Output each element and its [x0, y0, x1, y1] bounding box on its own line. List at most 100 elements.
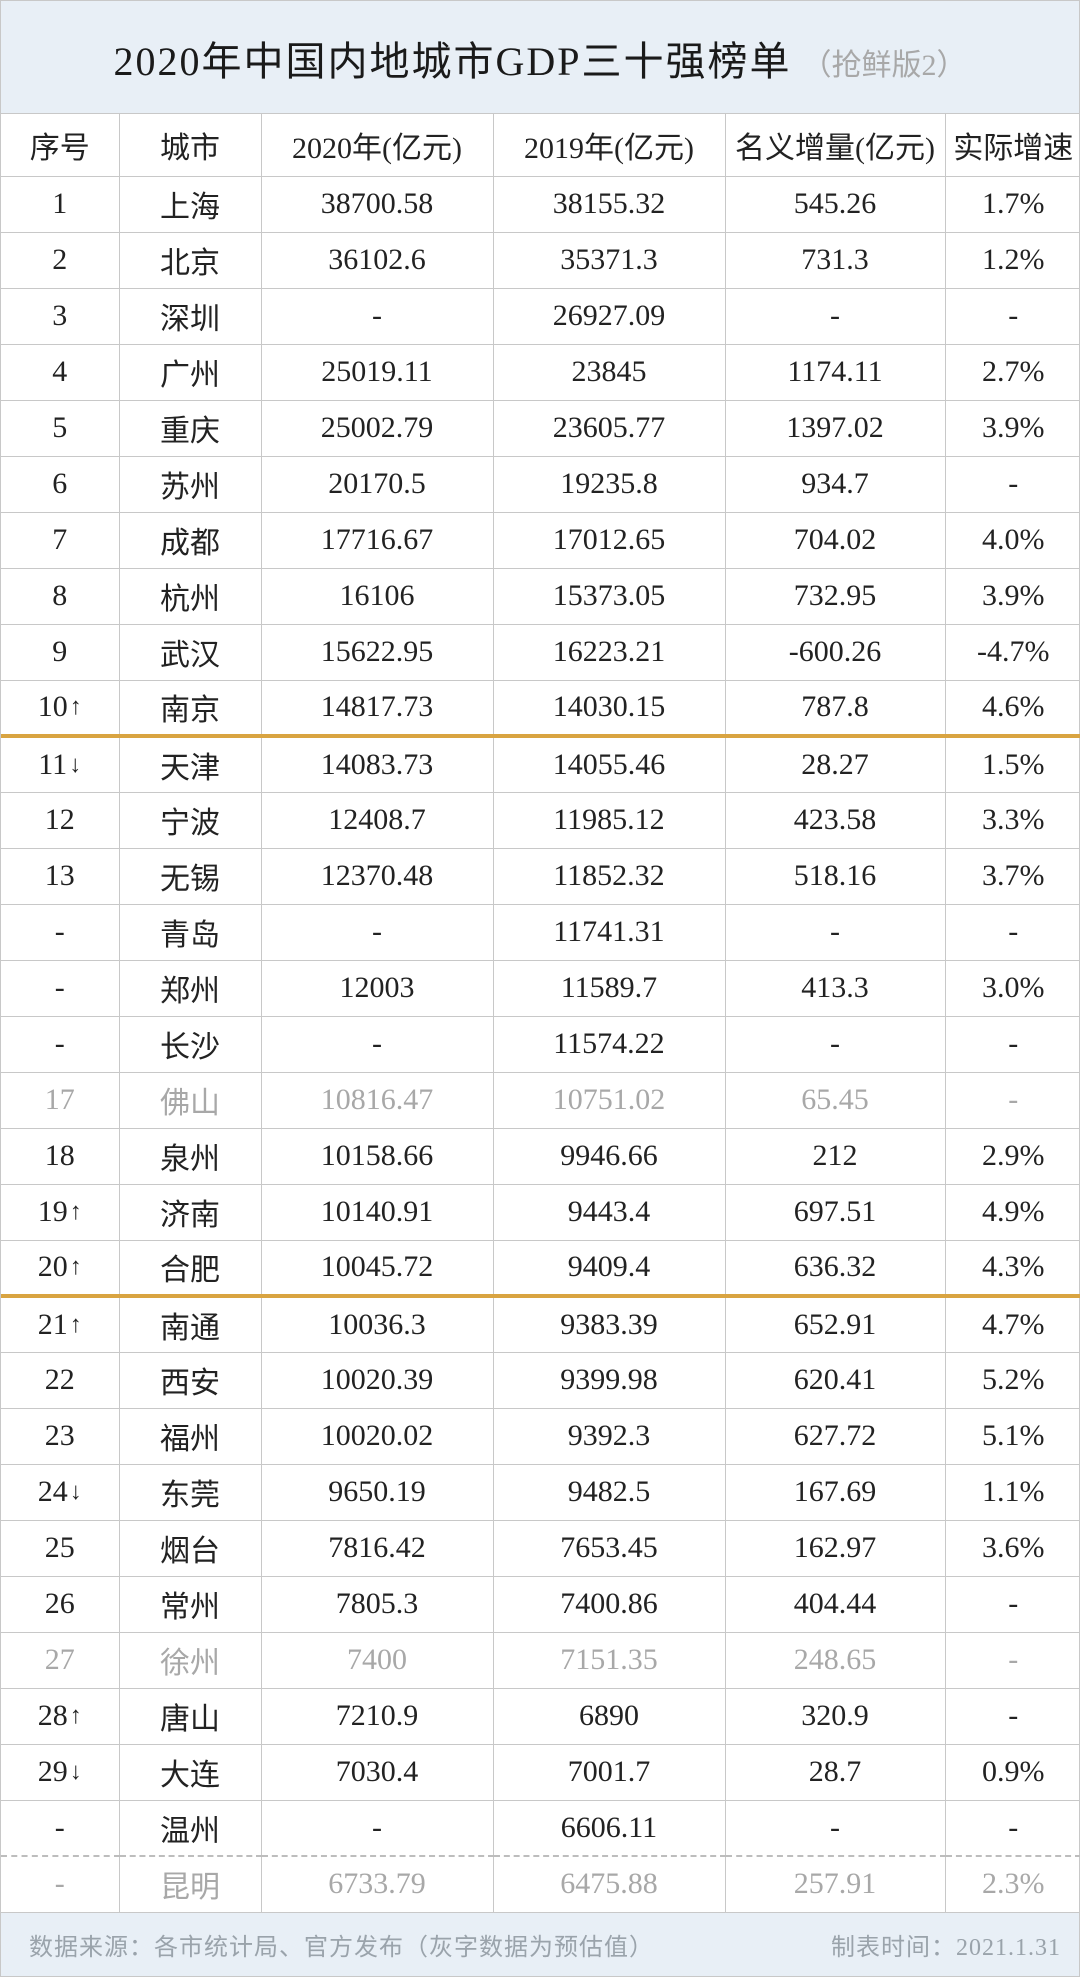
rank-value: 17 [45, 1083, 75, 1116]
cell-2020: 10045.72 [261, 1240, 493, 1296]
arrow-up-icon: ↑ [70, 1703, 82, 1729]
cell-2019: 38155.32 [493, 176, 725, 232]
arrow-down-icon: ↓ [69, 752, 81, 778]
cell-growth: 4.0% [945, 512, 1080, 568]
cell-growth: 3.9% [945, 400, 1080, 456]
table-row: 27徐州74007151.35248.65- [1, 1632, 1080, 1688]
cell-rank: - [1, 1800, 119, 1856]
cell-growth: 4.9% [945, 1184, 1080, 1240]
cell-city: 深圳 [119, 288, 261, 344]
cell-delta: - [725, 904, 945, 960]
cell-rank: 2 [1, 232, 119, 288]
cell-2020: 10158.66 [261, 1128, 493, 1184]
table-row: 3深圳-26927.09-- [1, 288, 1080, 344]
table-row: -昆明6733.796475.88257.912.3% [1, 1856, 1080, 1912]
table-row: 6苏州20170.519235.8934.7- [1, 456, 1080, 512]
rank-value: 20 [38, 1250, 68, 1283]
cell-city: 成都 [119, 512, 261, 568]
footer-source: 数据来源：各市统计局、官方发布（灰字数据为预估值） [29, 1927, 654, 1962]
cell-delta: 248.65 [725, 1632, 945, 1688]
footer-bar: 数据来源：各市统计局、官方发布（灰字数据为预估值） 制表时间：2021.1.31 [1, 1913, 1079, 1976]
cell-growth: 3.0% [945, 960, 1080, 1016]
rank-value: 7 [52, 523, 67, 556]
cell-2020: 10816.47 [261, 1072, 493, 1128]
cell-2020: 9650.19 [261, 1464, 493, 1520]
cell-city: 宁波 [119, 792, 261, 848]
cell-delta: - [725, 1800, 945, 1856]
cell-growth: 3.9% [945, 568, 1080, 624]
rank-value: 18 [45, 1139, 75, 1172]
cell-2020: 7210.9 [261, 1688, 493, 1744]
table-row: 13无锡12370.4811852.32518.163.7% [1, 848, 1080, 904]
gdp-ranking-table: 2020年中国内地城市GDP三十强榜单 （抢鲜版2） 序号 城市 2020年(亿… [0, 0, 1080, 1977]
cell-delta: 28.7 [725, 1744, 945, 1800]
cell-growth: 5.2% [945, 1352, 1080, 1408]
rank-value: 19 [38, 1195, 68, 1228]
table-row: 9武汉15622.9516223.21-600.26-4.7% [1, 624, 1080, 680]
cell-2020: 20170.5 [261, 456, 493, 512]
cell-city: 东莞 [119, 1464, 261, 1520]
arrow-up-icon: ↑ [70, 694, 82, 720]
rank-value: - [55, 1027, 65, 1060]
cell-city: 武汉 [119, 624, 261, 680]
cell-growth: 1.2% [945, 232, 1080, 288]
cell-2019: 16223.21 [493, 624, 725, 680]
cell-2020: 12408.7 [261, 792, 493, 848]
cell-growth: 3.7% [945, 848, 1080, 904]
cell-2019: 9443.4 [493, 1184, 725, 1240]
cell-city: 长沙 [119, 1016, 261, 1072]
data-table: 序号 城市 2020年(亿元) 2019年(亿元) 名义增量(亿元) 实际增速 … [1, 114, 1080, 1913]
rank-value: 21 [38, 1308, 68, 1341]
cell-2020: 25019.11 [261, 344, 493, 400]
cell-growth: 1.5% [945, 736, 1080, 792]
cell-city: 烟台 [119, 1520, 261, 1576]
rank-value: - [55, 1867, 65, 1900]
rank-value: 4 [52, 355, 67, 388]
cell-2019: 9946.66 [493, 1128, 725, 1184]
cell-city: 青岛 [119, 904, 261, 960]
cell-2019: 9482.5 [493, 1464, 725, 1520]
footer-date: 制表时间：2021.1.31 [831, 1927, 1061, 1962]
cell-2019: 35371.3 [493, 232, 725, 288]
cell-2019: 9409.4 [493, 1240, 725, 1296]
cell-city: 合肥 [119, 1240, 261, 1296]
cell-2020: 38700.58 [261, 176, 493, 232]
cell-2019: 6606.11 [493, 1800, 725, 1856]
cell-2020: 10020.02 [261, 1408, 493, 1464]
cell-2020: - [261, 904, 493, 960]
cell-2020: - [261, 1016, 493, 1072]
cell-delta: 636.32 [725, 1240, 945, 1296]
table-row: 4广州25019.11238451174.112.7% [1, 344, 1080, 400]
cell-2019: 7151.35 [493, 1632, 725, 1688]
cell-2019: 17012.65 [493, 512, 725, 568]
arrow-up-icon: ↑ [70, 1254, 82, 1280]
cell-2019: 11852.32 [493, 848, 725, 904]
cell-2020: 7400 [261, 1632, 493, 1688]
cell-growth: - [945, 456, 1080, 512]
cell-city: 福州 [119, 1408, 261, 1464]
cell-city: 天津 [119, 736, 261, 792]
table-row: -青岛-11741.31-- [1, 904, 1080, 960]
cell-rank: - [1, 904, 119, 960]
col-header-delta: 名义增量(亿元) [725, 114, 945, 176]
rank-value: - [55, 1811, 65, 1844]
cell-delta: 697.51 [725, 1184, 945, 1240]
cell-growth: - [945, 288, 1080, 344]
cell-city: 济南 [119, 1184, 261, 1240]
table-row: 10↑南京14817.7314030.15787.84.6% [1, 680, 1080, 736]
cell-2020: 14083.73 [261, 736, 493, 792]
cell-2020: - [261, 288, 493, 344]
cell-2020: 12370.48 [261, 848, 493, 904]
cell-rank: 22 [1, 1352, 119, 1408]
rank-value: 6 [52, 467, 67, 500]
cell-growth: - [945, 1016, 1080, 1072]
cell-city: 杭州 [119, 568, 261, 624]
cell-delta: 212 [725, 1128, 945, 1184]
cell-2020: 6733.79 [261, 1856, 493, 1912]
cell-growth: - [945, 1632, 1080, 1688]
cell-delta: 162.97 [725, 1520, 945, 1576]
cell-2019: 11589.7 [493, 960, 725, 1016]
cell-2020: 7805.3 [261, 1576, 493, 1632]
cell-2019: 7400.86 [493, 1576, 725, 1632]
cell-2019: 11741.31 [493, 904, 725, 960]
